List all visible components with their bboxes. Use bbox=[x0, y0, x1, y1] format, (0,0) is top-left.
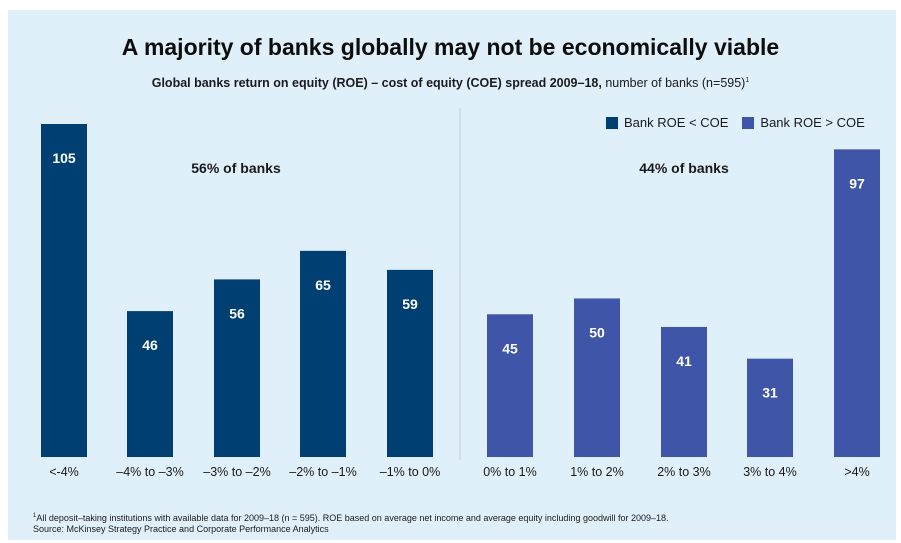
category-label-8: 3% to 4% bbox=[743, 465, 797, 479]
subtitle-bold: Global banks return on equity (ROE) – co… bbox=[151, 76, 602, 90]
chart-title: A majority of banks globally may not be … bbox=[121, 34, 780, 60]
bar-0 bbox=[41, 124, 87, 457]
footnote-text-1: All deposit–taking institutions with ava… bbox=[36, 513, 669, 523]
bar-value-label-1: 46 bbox=[142, 337, 158, 353]
footnote-line-2: Source: McKinsey Strategy Practice and C… bbox=[33, 524, 329, 534]
category-label-2: –3% to –2% bbox=[203, 465, 270, 479]
category-label-6: 1% to 2% bbox=[570, 465, 624, 479]
category-label-5: 0% to 1% bbox=[483, 465, 537, 479]
category-label-4: –1% to 0% bbox=[380, 465, 440, 479]
bar-value-label-2: 56 bbox=[229, 305, 245, 321]
bar-value-label-0: 105 bbox=[52, 150, 76, 166]
bar-8 bbox=[747, 358, 793, 457]
category-label-1: –4% to –3% bbox=[116, 465, 183, 479]
bar-2 bbox=[214, 279, 260, 457]
bar-9 bbox=[834, 149, 880, 457]
bar-value-label-7: 41 bbox=[676, 353, 692, 369]
bar-value-label-6: 50 bbox=[589, 324, 605, 340]
subtitle-rest: number of banks (n=595) bbox=[601, 76, 746, 90]
category-label-9: >4% bbox=[844, 465, 869, 479]
footnote-mark: 1 bbox=[33, 513, 37, 519]
legend-item-above: Bank ROE > COE bbox=[742, 115, 865, 130]
bar-value-label-8: 31 bbox=[762, 385, 778, 401]
chart-legend: Bank ROE < COE Bank ROE > COE bbox=[606, 115, 879, 130]
bar-1 bbox=[127, 311, 173, 457]
category-label-0: <-4% bbox=[49, 465, 79, 479]
footnote-line-1: 1All deposit–taking institutions with av… bbox=[33, 511, 669, 524]
bar-value-label-3: 65 bbox=[315, 277, 331, 293]
bar-6 bbox=[574, 298, 620, 457]
bar-7 bbox=[661, 326, 707, 457]
bar-value-label-4: 59 bbox=[402, 296, 418, 312]
subtitle-footnote-mark: 1 bbox=[745, 76, 750, 84]
footnote: 1All deposit–taking institutions with av… bbox=[33, 511, 669, 535]
group-annotation-0: 56% of banks bbox=[191, 160, 281, 176]
legend-label-above: Bank ROE > COE bbox=[760, 115, 865, 130]
bar-3 bbox=[300, 250, 346, 457]
chart-subtitle: Global banks return on equity (ROE) – co… bbox=[0, 76, 901, 90]
legend-swatch-below bbox=[606, 116, 618, 129]
category-label-3: –2% to –1% bbox=[289, 465, 356, 479]
bar-5 bbox=[487, 314, 533, 457]
bar-value-label-9: 97 bbox=[849, 175, 865, 191]
legend-swatch-above bbox=[742, 116, 755, 129]
legend-label-below: Bank ROE < COE bbox=[624, 115, 729, 130]
legend-item-below: Bank ROE < COE bbox=[606, 115, 728, 130]
group-annotation-1: 44% of banks bbox=[639, 160, 729, 176]
bar-value-label-5: 45 bbox=[502, 340, 518, 356]
category-label-7: 2% to 3% bbox=[657, 465, 711, 479]
bar-4 bbox=[387, 269, 433, 457]
